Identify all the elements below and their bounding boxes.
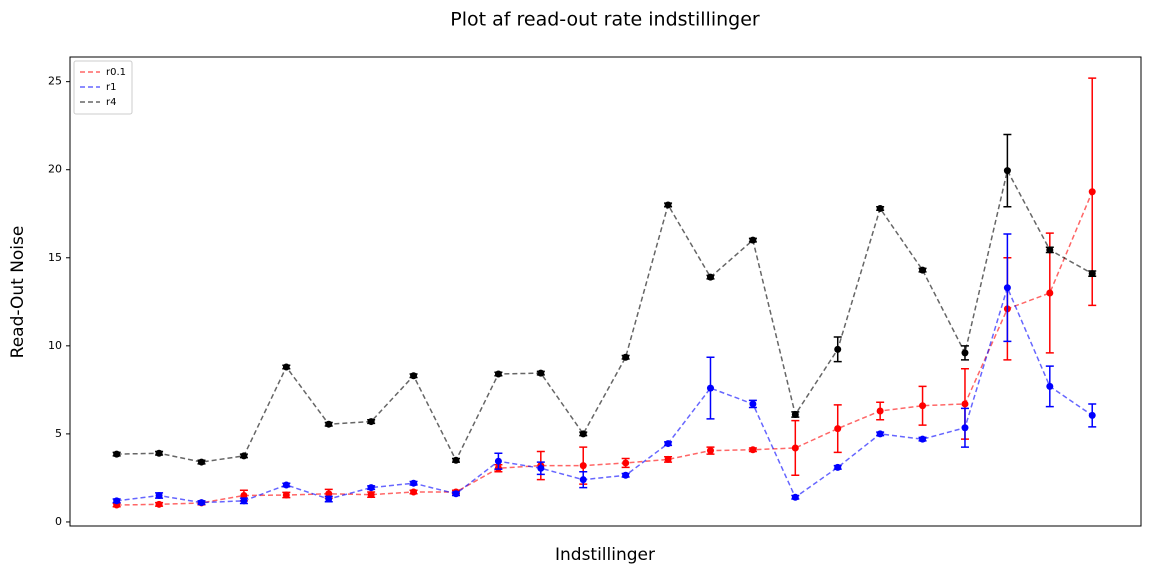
point	[367, 418, 375, 426]
y-tick-label: 15	[48, 251, 62, 264]
legend-frame	[73, 60, 133, 115]
point	[876, 430, 884, 438]
point	[410, 488, 418, 496]
x-axis-label: Indstillinger	[555, 545, 655, 565]
point	[579, 430, 587, 438]
point	[197, 499, 205, 507]
point	[1046, 382, 1054, 390]
point	[791, 444, 799, 452]
point	[919, 435, 927, 443]
point	[876, 407, 884, 415]
point	[494, 370, 502, 378]
point	[706, 384, 714, 392]
point	[282, 491, 290, 499]
legend: r0.1 r1 r4	[73, 60, 133, 115]
y-tick-label: 10	[48, 339, 62, 352]
legend-label: r4	[106, 97, 116, 108]
y-tick-label: 5	[55, 427, 62, 440]
y-axis-label: Read-Out Noise	[8, 226, 28, 359]
point	[537, 369, 545, 377]
point	[664, 201, 672, 209]
point	[410, 372, 418, 380]
point	[749, 446, 757, 454]
point	[197, 458, 205, 466]
legend-label: r0.1	[106, 67, 126, 78]
point	[1003, 284, 1011, 292]
point	[834, 463, 842, 471]
point	[876, 204, 884, 212]
plot-frame	[69, 56, 1142, 527]
point	[579, 462, 587, 470]
y-tick-label: 25	[48, 75, 62, 88]
point	[622, 471, 630, 479]
point	[622, 459, 630, 467]
point	[1046, 289, 1054, 297]
point	[240, 492, 248, 500]
point	[749, 236, 757, 244]
point	[961, 400, 969, 408]
point	[664, 455, 672, 463]
legend-label: r1	[106, 82, 116, 93]
point	[367, 484, 375, 492]
y-tick-label: 0	[55, 515, 62, 528]
point	[919, 266, 927, 274]
point	[622, 353, 630, 361]
point	[113, 450, 121, 458]
point	[325, 420, 333, 428]
series-line	[116, 191, 1093, 506]
point	[961, 424, 969, 432]
point	[834, 425, 842, 433]
point	[749, 400, 757, 408]
point	[155, 500, 163, 508]
point	[452, 490, 460, 498]
point	[240, 497, 248, 505]
point	[1088, 188, 1096, 196]
point	[240, 452, 248, 460]
point	[452, 456, 460, 464]
point	[155, 449, 163, 457]
chart-title: Plot af read-out rate indstillinger	[450, 9, 760, 31]
point	[282, 363, 290, 371]
point	[791, 411, 799, 419]
point	[410, 479, 418, 487]
point	[961, 349, 969, 357]
point	[1088, 411, 1096, 419]
point	[834, 345, 842, 353]
point	[325, 495, 333, 503]
point	[325, 490, 333, 498]
point	[155, 492, 163, 500]
point	[664, 440, 672, 448]
point	[1088, 270, 1096, 278]
series-line	[116, 168, 1093, 463]
point	[791, 493, 799, 501]
y-tick-label: 20	[48, 163, 62, 176]
point	[537, 464, 545, 472]
point	[1046, 246, 1054, 254]
point	[494, 457, 502, 465]
point	[919, 402, 927, 410]
point	[1003, 167, 1011, 175]
point	[706, 273, 714, 281]
point	[113, 497, 121, 505]
point	[367, 491, 375, 499]
point	[706, 447, 714, 455]
point	[579, 476, 587, 484]
point	[282, 481, 290, 489]
